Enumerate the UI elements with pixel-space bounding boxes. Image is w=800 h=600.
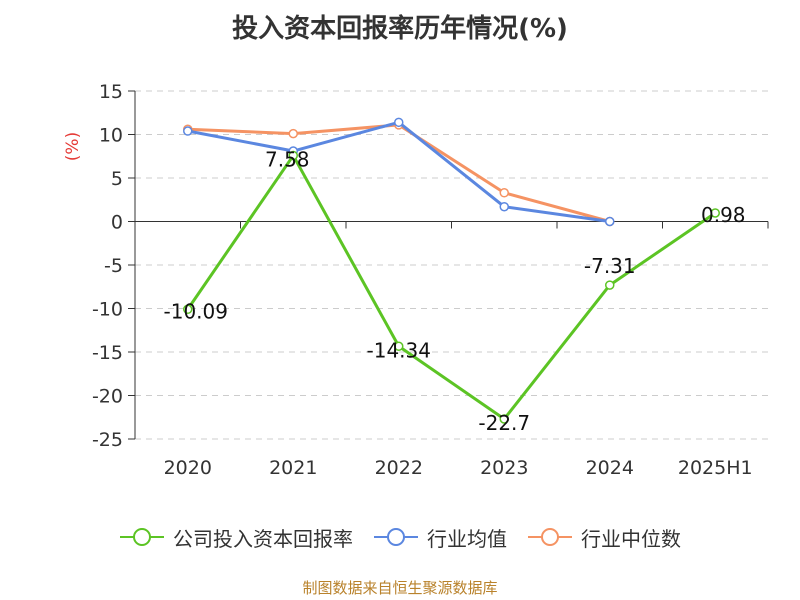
legend-item-company[interactable]: 公司投入资本回报率 xyxy=(119,523,353,552)
data-point-0 xyxy=(710,208,720,218)
y-tick-label: -20 xyxy=(92,386,123,408)
y-tick-label: 15 xyxy=(99,81,123,103)
y-axis-label: (%) xyxy=(63,132,83,161)
data-point-0 xyxy=(394,341,404,352)
x-tick-label: 2023 xyxy=(480,457,528,479)
data-label: -14.34 xyxy=(367,338,431,362)
x-tick-label: 2020 xyxy=(164,457,212,479)
y-tick-label: -25 xyxy=(92,429,123,451)
data-label: 0.98 xyxy=(701,203,746,227)
legend-label-company: 公司投入资本回报率 xyxy=(173,526,353,551)
y-tick-label: 10 xyxy=(99,125,123,147)
data-point-1 xyxy=(394,117,404,128)
data-label: 7.58 xyxy=(265,148,310,172)
x-tick-label: 2021 xyxy=(269,457,317,479)
x-tick-label: 2022 xyxy=(375,457,423,479)
data-label: -10.09 xyxy=(164,299,228,323)
data-point-0 xyxy=(499,414,509,424)
y-tick-label: -5 xyxy=(104,255,123,277)
series-line-2 xyxy=(187,123,611,223)
data-point-1 xyxy=(183,126,193,136)
legend-label-industry-avg: 行业均值 xyxy=(427,526,507,551)
source-note: 制图数据来自恒生聚源数据库 xyxy=(302,579,498,597)
legend-label-industry-median: 行业中位数 xyxy=(581,526,681,551)
data-label: -7.31 xyxy=(584,254,636,278)
legend-item-industry-avg[interactable]: 行业均值 xyxy=(373,523,507,552)
data-point-1 xyxy=(499,201,509,212)
data-point-2 xyxy=(499,188,509,198)
data-point-2 xyxy=(288,128,298,139)
y-tick-label: 5 xyxy=(111,168,123,190)
data-point-0 xyxy=(183,304,193,315)
x-tick-label: 2024 xyxy=(586,457,634,479)
data-point-1 xyxy=(605,216,615,227)
x-tick-label: 2025H1 xyxy=(678,457,753,479)
legend: 公司投入资本回报率 行业均值 行业中位数 xyxy=(0,521,800,553)
data-point-0 xyxy=(288,150,298,161)
legend-swatch-company xyxy=(120,528,164,546)
series-line-0 xyxy=(186,154,717,421)
data-point-0 xyxy=(605,280,615,290)
legend-item-industry-median[interactable]: 行业中位数 xyxy=(527,523,681,552)
y-tick-label: -10 xyxy=(92,299,123,321)
series-line-1 xyxy=(187,120,610,223)
y-tick-label: -15 xyxy=(92,342,123,364)
legend-swatch-industry-avg xyxy=(374,528,418,546)
data-label: -22.7 xyxy=(478,411,530,435)
y-tick-label: 0 xyxy=(111,212,123,234)
chart-title: 投入资本回报率历年情况(%) xyxy=(232,14,568,44)
legend-swatch-industry-median xyxy=(528,528,572,546)
